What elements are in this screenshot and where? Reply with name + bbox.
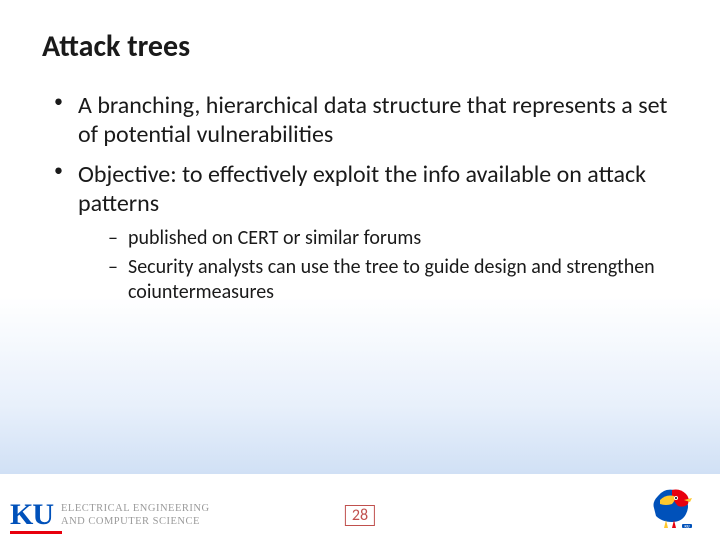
jayhawk-icon: KU	[646, 480, 696, 530]
slide-title: Attack trees	[42, 28, 678, 65]
svg-text:KU: KU	[684, 525, 690, 529]
sub-bullet-text: published on CERT or similar forums	[128, 226, 421, 250]
bullet-item: Objective: to effectively exploit the in…	[50, 160, 678, 306]
sub-bullet-item: Security analysts can use the tree to gu…	[106, 255, 678, 305]
ku-wordmark: KU	[10, 498, 53, 532]
bullet-text: A branching, hierarchical data structure…	[78, 91, 667, 149]
page-number: 28	[345, 505, 375, 526]
dept-line-1: ELECTRICAL ENGINEERING	[61, 502, 210, 515]
bullet-list: A branching, hierarchical data structure…	[42, 91, 678, 305]
ku-red-bar	[10, 531, 62, 534]
slide-footer: KU ELECTRICAL ENGINEERING AND COMPUTER S…	[0, 474, 720, 540]
jayhawk-logo: KU	[646, 480, 696, 530]
bullet-text: Objective: to effectively exploit the in…	[78, 160, 646, 218]
slide: Attack trees A branching, hierarchical d…	[0, 0, 720, 540]
sub-bullet-item: published on CERT or similar forums	[106, 226, 678, 251]
ku-letters: KU	[10, 498, 53, 531]
sub-bullet-text: Security analysts can use the tree to gu…	[128, 255, 655, 304]
dept-line-2: AND COMPUTER SCIENCE	[61, 515, 210, 528]
dept-name: ELECTRICAL ENGINEERING AND COMPUTER SCIE…	[61, 502, 210, 528]
bullet-item: A branching, hierarchical data structure…	[50, 91, 678, 150]
ku-dept-logo: KU ELECTRICAL ENGINEERING AND COMPUTER S…	[10, 498, 210, 532]
sub-bullet-list: published on CERT or similar forums Secu…	[78, 226, 678, 305]
